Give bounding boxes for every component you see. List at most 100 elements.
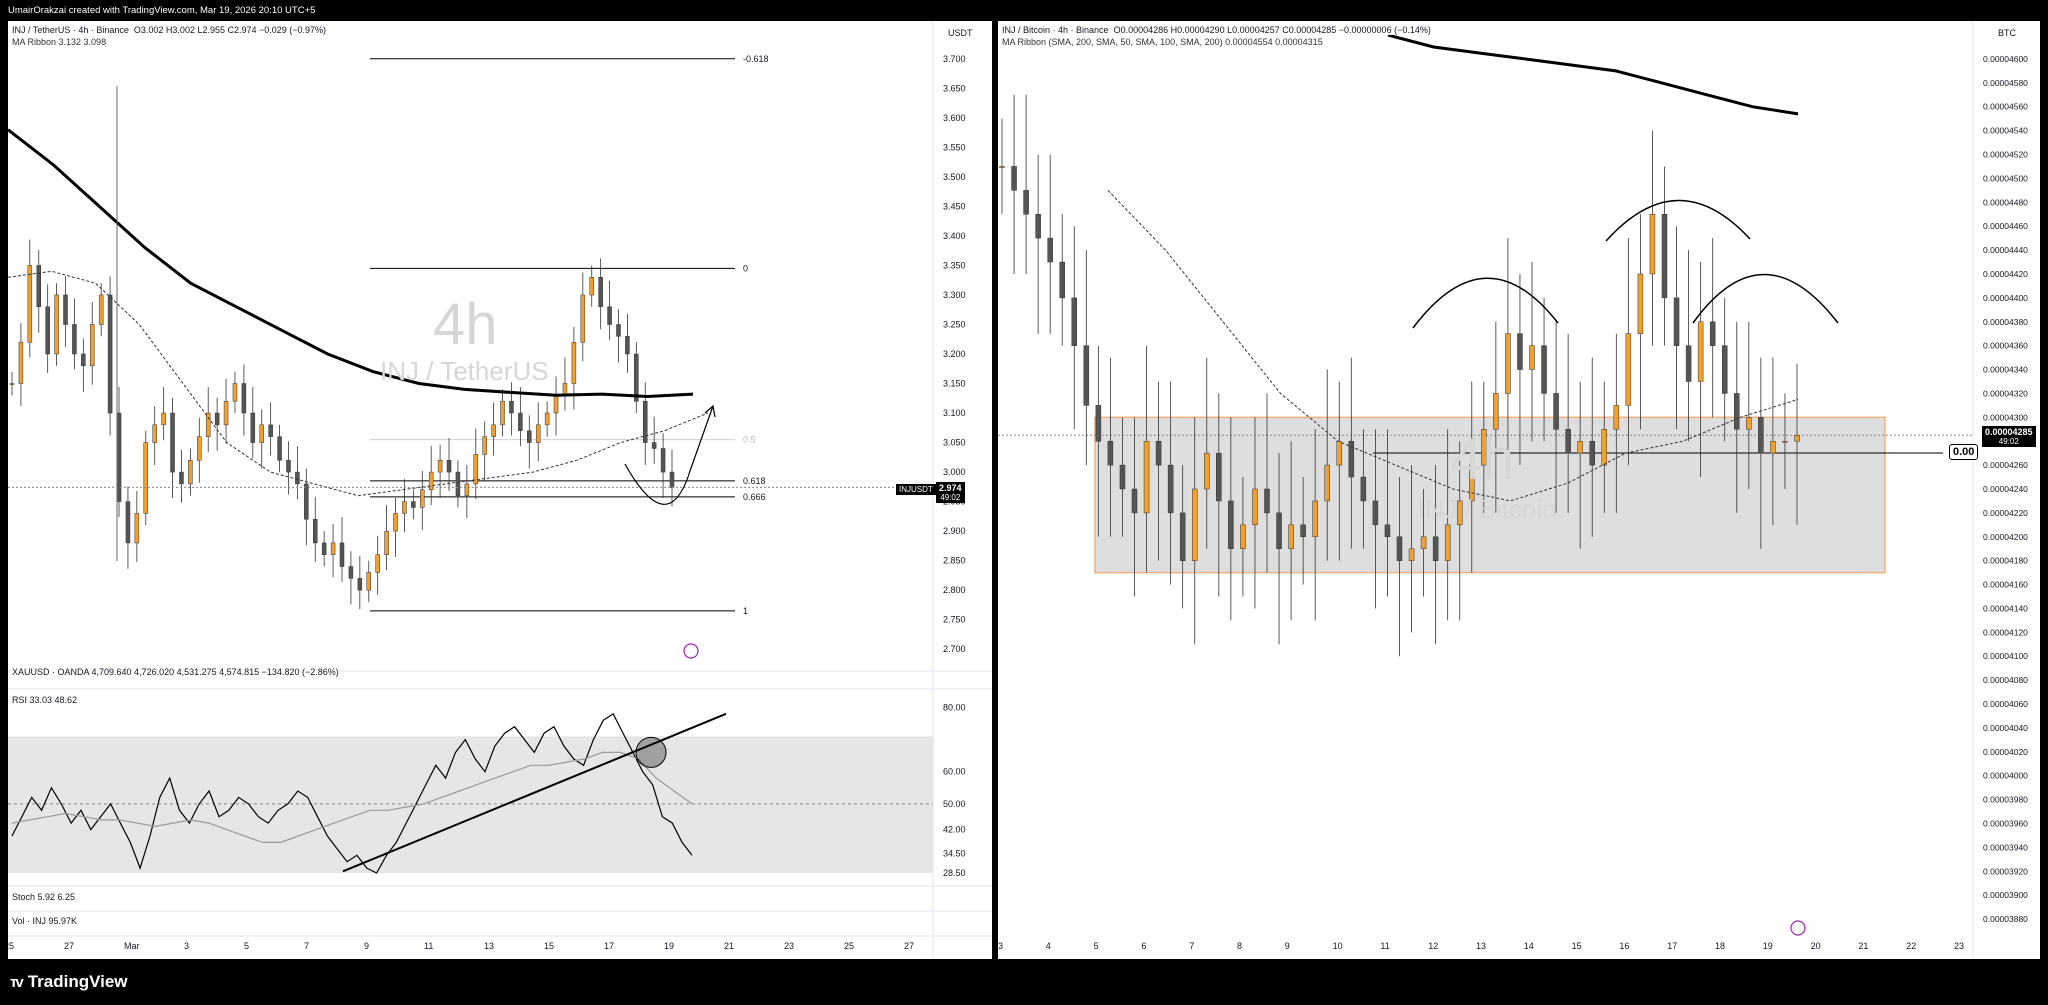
- right-time-tick: 11: [1380, 941, 1389, 951]
- right-symbol-title[interactable]: INJ / Bitcoin · 4h · Binance O0.00004286…: [1002, 25, 1431, 35]
- candle-body: [1216, 452, 1222, 502]
- right-shoulder-arc: [1692, 273, 1839, 324]
- left-price-tick: 2.850: [943, 556, 966, 566]
- right-price-tick: 0.00004040: [1983, 723, 2028, 733]
- candle-body: [1131, 488, 1138, 514]
- left-watermark-symbol: INJ / TetherUS: [380, 356, 549, 386]
- candle-body: [223, 400, 229, 426]
- projection-arrowhead: [704, 404, 716, 418]
- candle-body: [241, 383, 247, 414]
- candle-body: [473, 454, 479, 485]
- candle-body: [330, 542, 336, 555]
- candle-body: [527, 430, 532, 443]
- candle-body: [1553, 393, 1559, 430]
- candle-body: [1071, 297, 1078, 346]
- volume-legend[interactable]: Vol · INJ 95.97K: [12, 916, 78, 926]
- left-price-tick: 3.300: [943, 290, 966, 300]
- candle-body: [304, 483, 309, 520]
- candle-body: [1179, 512, 1186, 561]
- stoch-legend[interactable]: Stoch 5.92 6.25: [12, 892, 76, 902]
- candle-body: [1083, 345, 1090, 406]
- candle-body: [27, 265, 33, 343]
- candle-body: [1601, 429, 1608, 466]
- candle-body: [107, 294, 113, 414]
- right-ma-legend[interactable]: MA Ribbon (SMA, 200, SMA, 50, SMA, 100, …: [1002, 37, 1323, 47]
- candle-body: [54, 294, 59, 355]
- candle-body: [1023, 190, 1029, 215]
- left-time-tick: 21: [724, 941, 734, 951]
- candle-body: [1324, 464, 1330, 502]
- right-hline-label[interactable]: 0.00: [1949, 444, 1979, 460]
- left-currency[interactable]: USDT: [948, 28, 973, 38]
- candle-body: [188, 460, 193, 485]
- candle-body: [544, 412, 550, 426]
- candle-body: [1276, 512, 1282, 549]
- left-chart-pane[interactable]: 3.700 3.650 3.600 3.550 3.500 3.450 3.400 3.350…: [8, 21, 992, 959]
- candle-body: [98, 294, 104, 325]
- right-currency[interactable]: BTC: [1998, 28, 2016, 38]
- left-price-tick: 3.550: [943, 142, 966, 152]
- left-price-tick: 2.800: [943, 585, 966, 595]
- rsi-band: [8, 736, 933, 873]
- left-price-tick: 2.700: [943, 644, 966, 654]
- candle-body: [1517, 333, 1523, 370]
- candle-body: [18, 341, 24, 384]
- candle-body: [509, 400, 514, 414]
- candle-body: [553, 395, 559, 414]
- candle-body: [999, 166, 1005, 168]
- right-price-tick: 0.00004160: [1983, 580, 2028, 590]
- candle-body: [1613, 405, 1620, 430]
- left-symbol-title[interactable]: INJ / TetherUS · 4h · Binance O3.002 H3.…: [12, 25, 327, 35]
- right-price-tick: 0.00004560: [1983, 102, 2028, 112]
- candle-body: [250, 412, 256, 443]
- candle-body: [134, 513, 140, 544]
- ma200-line: [1387, 33, 1799, 116]
- right-time-tick: 15: [1572, 941, 1582, 951]
- right-price-tick: 0.00004580: [1983, 78, 2028, 88]
- attribution-bar: UmairOrakzai created with TradingView.co…: [0, 0, 2048, 21]
- right-price-tick: 0.00004200: [1983, 532, 2028, 542]
- tradingview-brand: TradingView: [27, 972, 128, 991]
- right-chart-svg[interactable]: 0.00004600 0.00004580 0.00004560 0.00004540…: [998, 21, 2040, 959]
- candle-body: [1529, 345, 1535, 370]
- right-price-tick: 0.00004060: [1983, 699, 2028, 709]
- right-price-tick: 0.00003920: [1983, 866, 2028, 876]
- left-chart-svg[interactable]: 3.700 3.650 3.600 3.550 3.500 3.450 3.400 3.350…: [8, 21, 992, 959]
- candle-body: [1095, 405, 1102, 442]
- right-time-tick: 9: [1285, 941, 1290, 951]
- candle-body: [339, 542, 345, 567]
- candle-body: [1396, 536, 1403, 561]
- right-chart-pane[interactable]: 0.00004600 0.00004580 0.00004560 0.00004540…: [998, 21, 2040, 959]
- right-time-tick: 17: [1667, 941, 1677, 951]
- right-price-tick: 0.00004080: [1983, 675, 2028, 685]
- left-time-tick: 27: [904, 941, 914, 951]
- right-price-tick: 0.00004360: [1983, 341, 2028, 351]
- rsi-legend[interactable]: RSI 33.03 48.62: [12, 695, 78, 705]
- left-ma-legend[interactable]: MA Ribbon 3.132 3.098: [12, 37, 107, 47]
- left-time-tick: 17: [604, 941, 614, 951]
- candle-body: [1191, 488, 1198, 561]
- rsi-break-circle: [635, 736, 667, 768]
- candle-body: [268, 424, 273, 437]
- candle-body: [634, 353, 639, 402]
- xauusd-legend[interactable]: XAUUSD · OANDA 4,709.640 4,726.020 4,531…: [12, 667, 339, 677]
- rsi-tick: 50.00: [943, 799, 966, 809]
- right-price-tick: 0.00004300: [1983, 412, 2028, 422]
- candle-body: [9, 383, 15, 385]
- right-price-tick: 0.00004420: [1983, 269, 2028, 279]
- right-price-tick: 0.00004020: [1983, 747, 2028, 757]
- bottom-bar: ᴛᴠ TradingView: [0, 959, 2048, 1005]
- candle-body: [580, 294, 586, 343]
- candle-body: [1661, 213, 1668, 299]
- right-price-tick: 0.00004460: [1983, 221, 2028, 231]
- alert-bolt-icon: [1790, 920, 1806, 936]
- right-time-tick: 12: [1428, 941, 1438, 951]
- candle-body: [1685, 345, 1692, 382]
- candle-body: [1119, 464, 1126, 490]
- candle-body: [411, 501, 416, 508]
- candle-body: [72, 324, 77, 355]
- tradingview-logo[interactable]: ᴛᴠ TradingView: [10, 972, 128, 992]
- left-price-tick: 3.250: [943, 319, 966, 329]
- candle-body: [1288, 524, 1294, 549]
- left-shoulder-arc: [1412, 277, 1559, 329]
